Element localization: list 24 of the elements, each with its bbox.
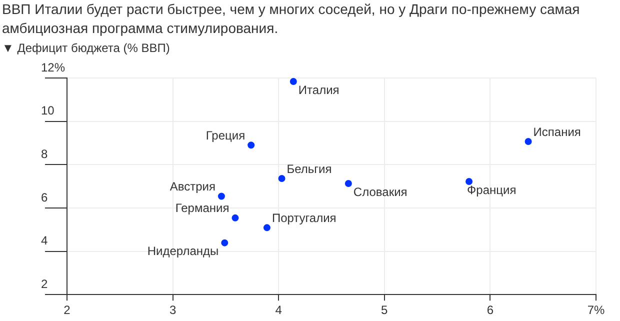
x-tick-label: 5 bbox=[381, 303, 388, 318]
annotation: Германия bbox=[175, 201, 230, 216]
annotation: Португалия bbox=[272, 210, 336, 225]
annotation: Италия bbox=[298, 82, 340, 97]
y-tick-label: 6 bbox=[41, 190, 48, 204]
annotation: Греция bbox=[206, 128, 246, 142]
y-axis-title: ▼ Дефицит бюджета (% ВВП) bbox=[2, 41, 170, 55]
x-tick-label: 3 bbox=[169, 303, 176, 318]
annotation: Испания bbox=[533, 124, 581, 139]
chart-title: ВВП Италии будет расти быстрее, чем у многих соседей, но у Драги по-прежнему самая амбициозная программа стимулирования. bbox=[2, 0, 581, 38]
x-tick-label: 6 bbox=[486, 303, 494, 318]
annotation: Франция bbox=[467, 182, 516, 197]
x-tick-label: 4 bbox=[275, 303, 282, 318]
y-tick-label: 2 bbox=[41, 276, 48, 291]
annotation: Австрия bbox=[170, 180, 216, 194]
x-tick-label: 7% bbox=[587, 303, 605, 318]
y-tick-label: 4 bbox=[41, 234, 48, 248]
annotation: Словакия bbox=[353, 184, 408, 199]
y-tick-label: 12% bbox=[41, 60, 66, 74]
y-tick-label: 8 bbox=[41, 146, 48, 161]
x-tick-label: 2 bbox=[64, 303, 71, 318]
annotation: Бельгия bbox=[286, 162, 332, 176]
annotation: Нидерланды bbox=[147, 244, 219, 258]
y-tick-label: 10 bbox=[41, 104, 55, 118]
